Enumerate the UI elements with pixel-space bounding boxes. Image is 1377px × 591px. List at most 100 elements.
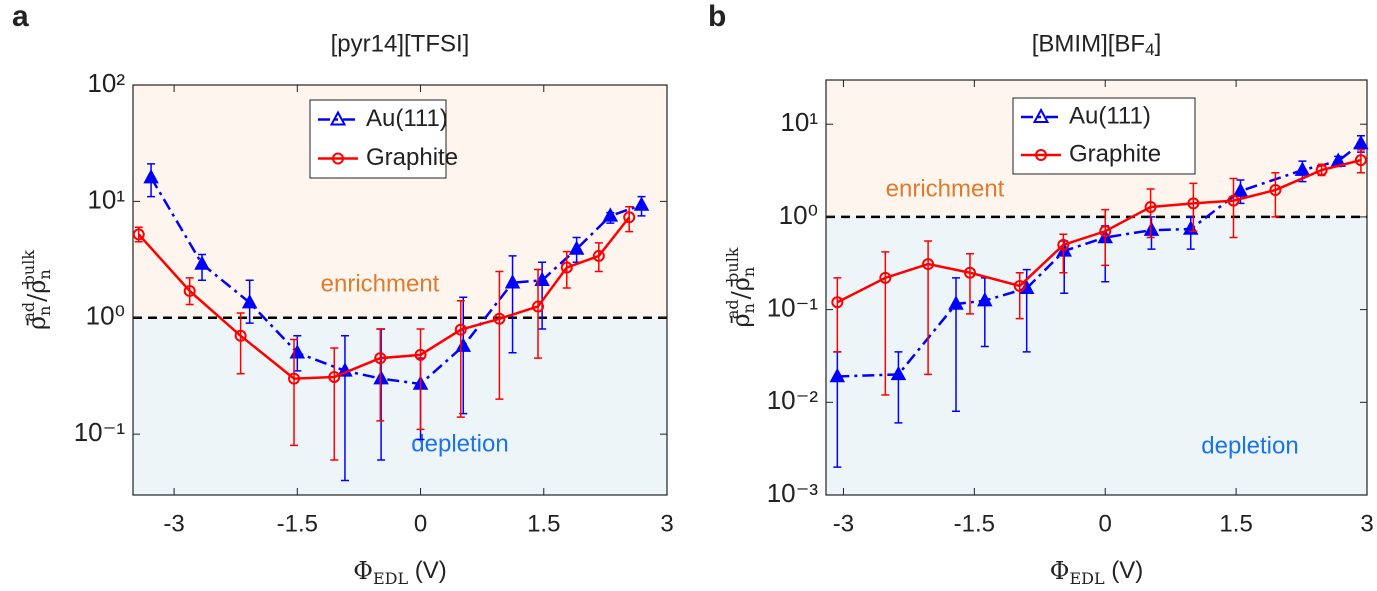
y-axis-label: ρ̄nad/ρ̄nbulk <box>723 247 758 327</box>
y-label-part: n <box>35 306 54 316</box>
x-tick-label: -1.5 <box>954 510 995 537</box>
error-bar <box>881 251 890 396</box>
y-tick-label: 10⁰ <box>779 200 818 230</box>
x-axis-label: ΦEDL (V) <box>353 557 447 588</box>
y-label-part: ad <box>723 299 742 319</box>
marker <box>831 296 844 309</box>
legend-marker <box>329 110 347 126</box>
error-bar <box>1229 177 1238 239</box>
y-label-part: ad <box>19 302 38 322</box>
marker <box>504 274 521 289</box>
depletion-region <box>133 317 667 495</box>
marker <box>1013 279 1026 292</box>
y-label-part: n <box>739 267 758 277</box>
y-label-part: ρ̄ <box>23 316 51 330</box>
legend-label: Au(111) <box>1069 102 1151 129</box>
marker <box>1294 161 1311 176</box>
marker <box>132 228 145 241</box>
marker <box>328 370 341 383</box>
marker <box>288 372 301 385</box>
marker <box>194 255 210 270</box>
marker <box>1057 238 1070 251</box>
marker <box>1143 221 1160 236</box>
chart-title: [BMIM][BF4] <box>1032 30 1161 59</box>
error-bar <box>1101 208 1110 267</box>
x-tick-label: 1.5 <box>1219 510 1252 537</box>
error-bar <box>833 277 842 353</box>
x-label-sub: EDL <box>373 569 409 588</box>
error-bar <box>495 270 504 400</box>
marker <box>183 284 196 297</box>
marker <box>455 337 472 352</box>
marker <box>234 329 247 342</box>
legend-label: Au(111) <box>366 105 448 132</box>
legend-marker <box>1032 107 1050 123</box>
marker <box>241 294 258 309</box>
marker <box>633 196 650 211</box>
marker <box>534 271 550 287</box>
x-tick-label: 3 <box>660 510 673 537</box>
marker <box>1269 184 1282 197</box>
x-tick-label: 3 <box>1360 510 1373 537</box>
x-tick-label: -3 <box>833 510 854 537</box>
error-bar <box>1189 182 1198 233</box>
marker <box>1232 182 1249 197</box>
error-bar <box>965 253 974 315</box>
x-tick-label: 0 <box>1099 510 1112 537</box>
y-tick-label: 10⁰ <box>86 301 125 331</box>
error-bar <box>1146 188 1155 239</box>
legend-label: Graphite <box>366 144 458 171</box>
y-label-part: / <box>23 293 51 302</box>
x-tick-label: 1.5 <box>527 510 560 537</box>
chart-title: [pyr14][TFSI] <box>331 30 470 57</box>
marker <box>829 367 846 383</box>
y-label-part: ρ̄ <box>727 313 755 327</box>
x-label-unit: (V) <box>408 557 447 584</box>
annotation: enrichment <box>886 175 1005 202</box>
marker <box>1353 134 1369 150</box>
y-tick-label: 10⁻² <box>767 385 819 415</box>
error-bar <box>534 268 543 359</box>
error-bar <box>376 328 385 422</box>
error-bar <box>290 338 299 447</box>
marker <box>1315 164 1328 177</box>
x-label-unit: (V) <box>1105 557 1144 584</box>
marker <box>532 300 545 313</box>
marker <box>948 295 964 310</box>
legend-box <box>309 99 447 179</box>
panel-label: a <box>12 0 29 33</box>
y-label-part: ρ̄ <box>23 280 51 294</box>
plot-frame <box>825 79 1368 496</box>
x-tick-label: -3 <box>163 510 184 537</box>
y-tick-label: 10⁻³ <box>767 478 819 508</box>
annotation: enrichment <box>321 270 440 297</box>
marker <box>414 348 427 361</box>
x-label-symbol: Φ <box>353 557 373 585</box>
marker <box>1354 154 1367 167</box>
marker <box>879 271 892 284</box>
legend-marker <box>1035 149 1047 161</box>
marker <box>1187 197 1200 210</box>
marker <box>1144 200 1157 213</box>
y-label-part: n <box>739 303 758 313</box>
error-bar <box>340 335 349 482</box>
x-label-symbol: Φ <box>1050 557 1070 585</box>
marker <box>373 370 389 385</box>
y-tick-label: 10² <box>87 68 125 98</box>
marker <box>560 261 573 274</box>
error-bar <box>416 328 425 431</box>
marker <box>592 249 605 262</box>
series-line <box>137 216 631 380</box>
plot-frame <box>132 84 668 496</box>
marker <box>568 240 585 255</box>
x-tick-label: 0 <box>414 510 427 537</box>
legend-box <box>1012 97 1196 175</box>
y-label-part: ρ̄ <box>727 277 755 291</box>
marker <box>890 365 907 381</box>
y-label-part: bulk <box>19 250 38 286</box>
error-bar <box>236 312 245 375</box>
x-tick-label: -1.5 <box>277 510 318 537</box>
marker <box>1227 194 1240 207</box>
error-bar <box>330 347 339 461</box>
